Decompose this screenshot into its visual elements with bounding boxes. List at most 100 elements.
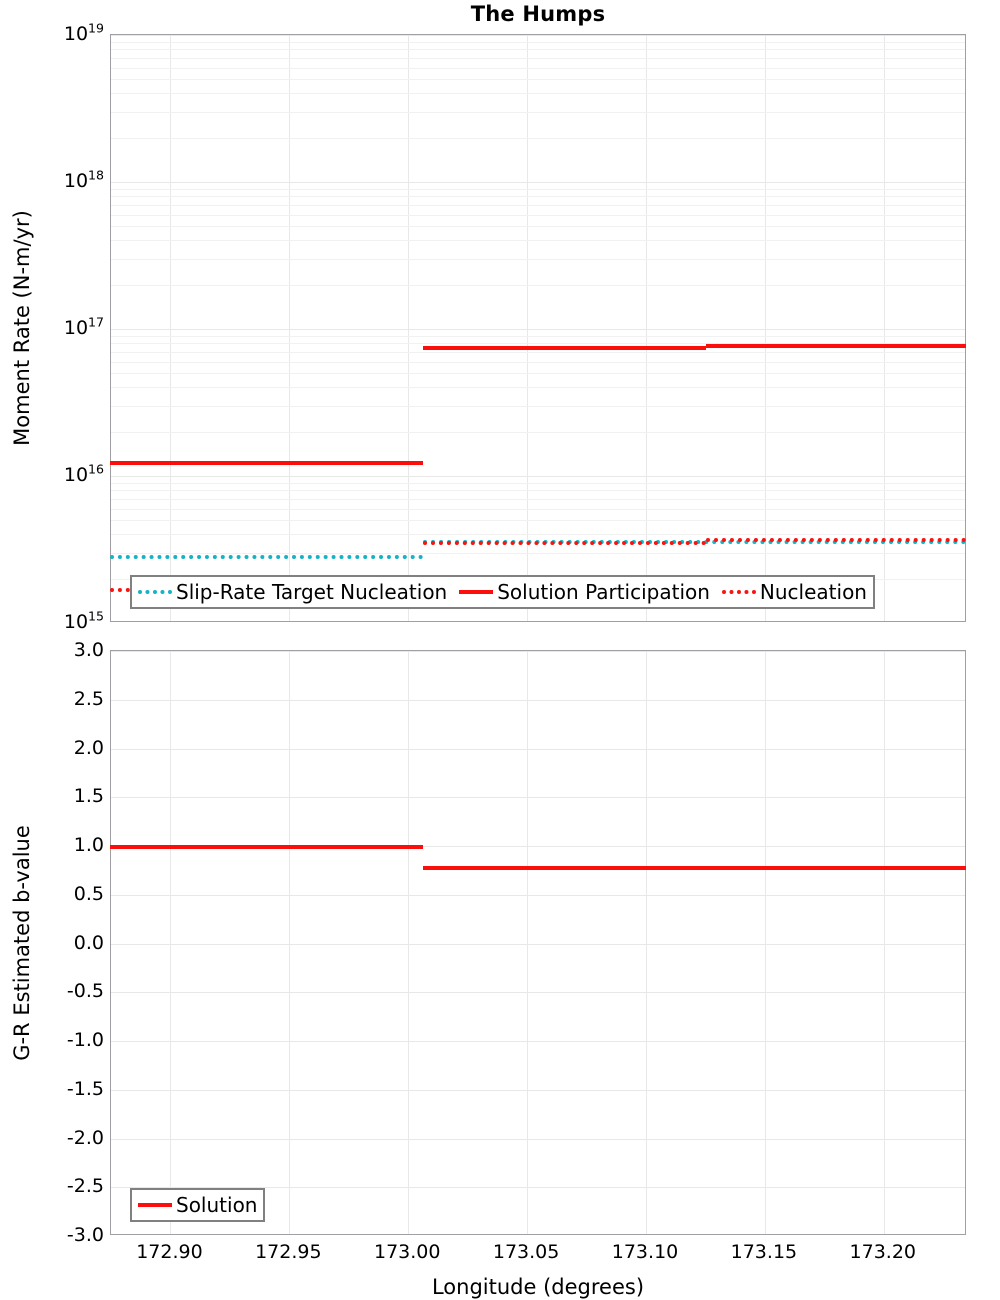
gridline-horizontal — [111, 204, 965, 206]
x-tick-label: 172.90 — [136, 1241, 203, 1263]
y-tick-label: 1015 — [63, 608, 104, 633]
figure-title: The Humps — [470, 2, 606, 26]
gridline-horizontal — [111, 41, 965, 43]
gridline-horizontal — [111, 943, 965, 945]
gridline-horizontal — [111, 387, 965, 389]
legend-entry[interactable]: Solution — [138, 1193, 257, 1217]
gridline-horizontal — [111, 335, 965, 337]
gridline-horizontal — [111, 284, 965, 286]
series-segment — [110, 845, 423, 849]
gridline-horizontal — [111, 490, 965, 492]
y-tick-label: 2.5 — [73, 687, 104, 710]
legend-line-icon — [138, 590, 172, 594]
series-segment — [705, 343, 966, 348]
y-tick-label: 1.5 — [73, 785, 104, 808]
y-tick-label: 1.0 — [73, 834, 104, 856]
gridline-horizontal — [111, 1138, 965, 1140]
y-tick-label: 3.0 — [73, 639, 104, 661]
gridline-horizontal — [111, 797, 965, 799]
legend-label: Nucleation — [759, 580, 867, 604]
y-tick-label: -3.0 — [66, 1224, 104, 1246]
legend-line-icon — [459, 590, 494, 594]
gridline-horizontal — [111, 329, 965, 330]
gridline-horizontal — [111, 35, 965, 36]
x-tick-label: 173.20 — [849, 1241, 917, 1263]
gridline-vertical — [646, 35, 647, 621]
legend-entry[interactable]: Nucleation — [721, 580, 867, 604]
gridline-horizontal — [111, 431, 965, 433]
x-tick-label: 173.15 — [730, 1241, 798, 1263]
gridline-horizontal — [111, 699, 965, 701]
gridline-horizontal — [111, 482, 965, 484]
gridline-horizontal — [111, 93, 965, 95]
b-value-legend[interactable]: Solution — [130, 1188, 266, 1222]
series-segment — [110, 460, 423, 465]
gridline-horizontal — [111, 508, 965, 510]
moment-rate-plot-area — [110, 34, 966, 622]
y-tick-label: 0.0 — [73, 931, 104, 954]
gridline-vertical — [527, 651, 529, 1234]
series-segment — [705, 538, 966, 543]
moment-rate-legend[interactable]: Slip-Rate Target Nucleation Solution Part… — [130, 575, 875, 609]
gridline-horizontal — [111, 111, 965, 113]
gridline-vertical — [764, 35, 766, 621]
y-tick-label: 2.0 — [73, 736, 104, 759]
gridline-horizontal — [111, 1187, 965, 1189]
legend-line-icon — [138, 1203, 172, 1207]
y-tick-label: 0.5 — [73, 882, 104, 905]
gridline-vertical — [289, 651, 291, 1234]
gridline-horizontal — [111, 351, 965, 353]
gridline-horizontal — [111, 1041, 965, 1042]
y-tick-label: -2.5 — [66, 1175, 104, 1198]
gridline-horizontal — [111, 57, 965, 59]
gridline-horizontal — [111, 373, 965, 375]
y-tick-label: 1017 — [63, 314, 104, 339]
legend-entry[interactable]: Solution Participation — [459, 580, 722, 604]
y-tick-label: -0.5 — [66, 980, 104, 1003]
legend-line-icon — [721, 590, 756, 594]
series-segment — [422, 866, 966, 871]
y-tick-label: -1.5 — [66, 1077, 104, 1100]
gridline-vertical — [170, 651, 172, 1234]
series-segment — [422, 345, 706, 350]
gridline-vertical — [289, 35, 291, 621]
gridline-horizontal — [111, 361, 965, 363]
gridline-horizontal — [111, 520, 965, 522]
gridline-horizontal — [111, 498, 965, 500]
gridline-horizontal — [111, 1089, 965, 1091]
x-tick-label: 173.05 — [492, 1241, 560, 1263]
gridline-vertical — [408, 35, 410, 621]
y-tick-label: 1016 — [63, 461, 104, 486]
y-tick-label: -2.0 — [66, 1126, 104, 1149]
legend-label: Slip-Rate Target Nucleation — [176, 580, 448, 604]
gridline-vertical — [646, 651, 647, 1234]
gridline-horizontal — [111, 405, 965, 407]
gridline-horizontal — [111, 894, 965, 896]
gridline-vertical — [883, 651, 885, 1234]
gridline-horizontal — [111, 748, 965, 750]
x-axis-label: Longitude (degrees) — [431, 1275, 645, 1299]
legend-entry[interactable]: Slip-Rate Target Nucleation — [138, 580, 459, 604]
gridline-horizontal — [111, 188, 965, 190]
gridline-horizontal — [111, 534, 965, 536]
gridline-vertical — [883, 35, 885, 621]
gridline-horizontal — [111, 992, 965, 994]
y-tick-label: 1018 — [63, 167, 104, 192]
gridline-horizontal — [111, 137, 965, 139]
gridline-horizontal — [111, 343, 965, 345]
gridline-horizontal — [111, 846, 965, 847]
gridline-vertical — [170, 35, 172, 621]
gridline-horizontal — [111, 49, 965, 51]
gridline-vertical — [764, 651, 766, 1234]
gridline-horizontal — [111, 226, 965, 228]
y-tick-label: 1019 — [63, 20, 104, 45]
gridline-horizontal — [111, 240, 965, 242]
y-tick-label: -1.0 — [66, 1029, 104, 1051]
gridline-horizontal — [111, 258, 965, 260]
gridline-horizontal — [111, 552, 965, 554]
gridline-horizontal — [111, 182, 965, 183]
series-segment — [110, 555, 423, 560]
gridline-horizontal — [111, 196, 965, 198]
gridline-horizontal — [111, 651, 965, 652]
